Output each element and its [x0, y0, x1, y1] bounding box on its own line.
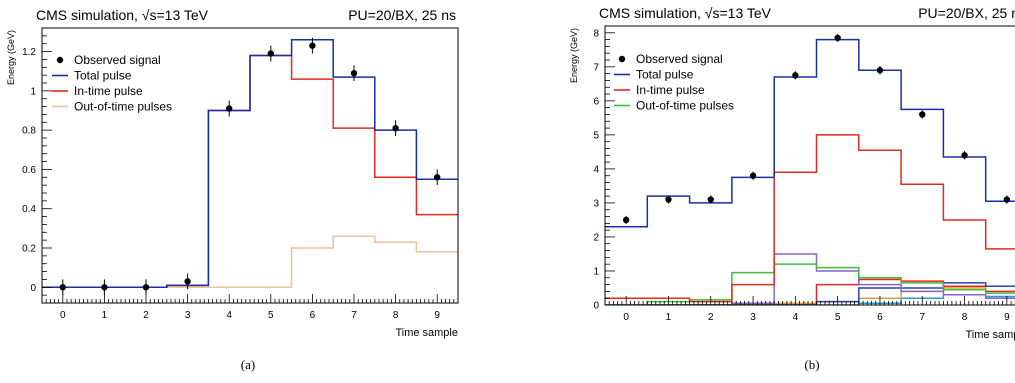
x-tick-label: 3	[185, 310, 191, 321]
chart-panel-b: CMS simulation, √s=13 TeV PU=20/BX, 25 ns…	[569, 5, 1015, 341]
x-tick-label: 1	[666, 312, 672, 323]
y-tick-label: 0.4	[22, 204, 36, 215]
series-line-total-pulse	[605, 38, 1015, 228]
series-line-component-3	[605, 253, 1015, 305]
legend-entry-label: Total pulse	[74, 69, 132, 83]
chart-header-right: PU=20/BX, 25 ns	[348, 7, 456, 23]
observed-point	[434, 174, 441, 181]
chart-header-left: CMS simulation, √s=13 TeV	[599, 5, 772, 21]
chart-header-right: PU=20/BX, 25 ns	[918, 5, 1015, 21]
observed-point	[792, 72, 799, 79]
series-line-in-time-pulse	[605, 134, 1015, 303]
y-tick-label: 1	[30, 86, 36, 97]
observed-point	[101, 284, 108, 291]
x-axis-label: Time sample	[395, 327, 458, 339]
y-tick-label: 4	[593, 164, 599, 175]
observed-point	[392, 124, 399, 132]
chart-header-left: CMS simulation, √s=13 TeV	[36, 7, 209, 23]
x-tick-label: 0	[60, 310, 66, 321]
x-tick-label: 2	[143, 310, 149, 321]
legend-entry-label: Out-of-time pulses	[636, 99, 734, 113]
y-tick-label: 8	[593, 28, 599, 39]
x-tick-label: 4	[793, 312, 799, 323]
y-tick-label: 6	[593, 96, 599, 107]
x-tick-label: 6	[877, 312, 883, 323]
observed-point	[350, 69, 358, 77]
x-tick-label: 9	[434, 310, 440, 321]
y-axis-label: Energy (GeV)	[569, 28, 579, 83]
observed-point	[1003, 196, 1011, 203]
observed-point	[834, 34, 841, 42]
observed-point	[309, 42, 316, 49]
x-tick-label: 8	[962, 312, 968, 323]
legend-entry-label: In-time pulse	[636, 83, 705, 97]
observed-point	[665, 196, 672, 203]
observed-point	[919, 111, 926, 118]
y-tick-label: 0.2	[22, 244, 36, 255]
legend-entry-label: Total pulse	[636, 68, 694, 82]
caption-a: (a)	[241, 357, 255, 372]
y-tick-label: 7	[593, 62, 599, 73]
observed-point	[267, 50, 274, 57]
x-tick-label: 0	[623, 312, 629, 323]
y-tick-label: 1	[593, 266, 599, 277]
legend-marker	[56, 56, 64, 64]
observed-point	[622, 216, 630, 224]
legend-entry-label: Observed signal	[74, 53, 161, 67]
observed-point	[961, 152, 968, 159]
x-tick-label: 5	[268, 310, 274, 321]
y-tick-label: 0.8	[22, 126, 36, 137]
observed-point	[749, 172, 757, 179]
plot-area	[42, 37, 458, 296]
x-tick-label: 8	[393, 310, 399, 321]
observed-point	[142, 284, 150, 291]
observed-point	[876, 67, 884, 74]
x-axis-label: Time sample	[965, 329, 1015, 341]
chart-panel-a: CMS simulation, √s=13 TeV PU=20/BX, 25 ns…	[6, 7, 459, 339]
y-axis-label: Energy (GeV)	[6, 30, 16, 85]
x-tick-label: 7	[351, 310, 357, 321]
legend-entry-label: Out-of-time pulses	[74, 100, 172, 114]
x-tick-label: 5	[835, 312, 841, 323]
y-tick-label: 1.2	[22, 47, 36, 58]
y-tick-label: 0.6	[22, 165, 36, 176]
x-tick-label: 1	[102, 310, 108, 321]
legend-marker	[618, 55, 626, 63]
x-tick-label: 3	[750, 312, 756, 323]
y-tick-label: 3	[593, 198, 599, 209]
caption-b: (b)	[804, 357, 819, 372]
x-tick-label: 9	[1004, 312, 1010, 323]
y-tick-label: 0	[30, 283, 36, 294]
x-tick-label: 7	[919, 312, 925, 323]
observed-point	[184, 278, 191, 285]
observed-point	[226, 105, 233, 112]
y-tick-label: 0	[593, 301, 599, 312]
x-tick-label: 6	[310, 310, 316, 321]
legend-entry-label: Observed signal	[636, 52, 723, 66]
y-tick-label: 5	[593, 130, 599, 141]
x-tick-label: 2	[708, 312, 714, 323]
y-tick-label: 2	[593, 232, 599, 243]
observed-point	[59, 284, 66, 291]
legend-entry-label: In-time pulse	[74, 84, 143, 98]
x-tick-label: 4	[226, 310, 232, 321]
observed-point	[707, 196, 714, 203]
